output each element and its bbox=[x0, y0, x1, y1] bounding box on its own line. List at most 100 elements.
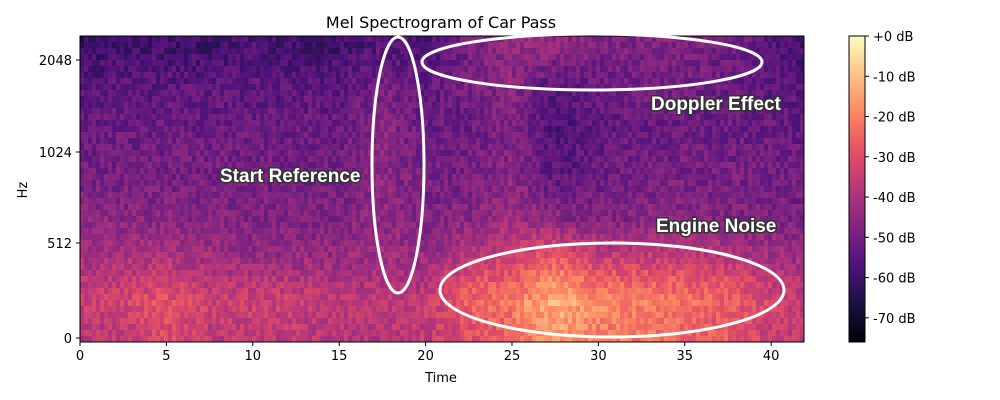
heatmap-cell bbox=[592, 180, 596, 186]
heatmap-cell bbox=[328, 66, 332, 72]
heatmap-cell bbox=[96, 198, 100, 204]
heatmap-cell bbox=[192, 96, 196, 102]
heatmap-cell bbox=[704, 174, 708, 180]
heatmap-cell bbox=[524, 60, 528, 66]
heatmap-cell bbox=[700, 180, 704, 186]
heatmap-cell bbox=[664, 192, 668, 198]
heatmap-cell bbox=[272, 132, 276, 138]
heatmap-cell bbox=[164, 54, 168, 60]
heatmap-cell bbox=[136, 102, 140, 108]
heatmap-cell bbox=[128, 36, 132, 42]
heatmap-cell bbox=[316, 138, 320, 144]
heatmap-cell bbox=[488, 198, 492, 204]
heatmap-cell bbox=[472, 138, 476, 144]
heatmap-cell bbox=[312, 102, 316, 108]
heatmap-cell bbox=[496, 102, 500, 108]
heatmap-cell bbox=[628, 144, 632, 150]
heatmap-cell bbox=[636, 108, 640, 114]
heatmap-cell bbox=[148, 72, 152, 78]
heatmap-cell bbox=[268, 192, 272, 198]
heatmap-cell bbox=[528, 174, 532, 180]
heatmap-cell bbox=[296, 42, 300, 48]
heatmap-cell bbox=[440, 84, 444, 90]
heatmap-cell bbox=[404, 36, 408, 42]
heatmap-cell bbox=[252, 156, 256, 162]
heatmap-cell bbox=[268, 168, 272, 174]
heatmap-cell bbox=[380, 42, 384, 48]
heatmap-cell bbox=[544, 96, 548, 102]
heatmap-cell bbox=[356, 78, 360, 84]
heatmap-cell bbox=[792, 126, 796, 132]
heatmap-cell bbox=[140, 48, 144, 54]
heatmap-cell bbox=[480, 96, 484, 102]
heatmap-cell bbox=[632, 144, 636, 150]
heatmap-cell bbox=[240, 42, 244, 48]
heatmap-cell bbox=[724, 132, 728, 138]
heatmap-cell bbox=[416, 60, 420, 66]
heatmap-cell bbox=[732, 168, 736, 174]
heatmap-cell bbox=[696, 102, 700, 108]
heatmap-cell bbox=[536, 108, 540, 114]
heatmap-cell bbox=[388, 168, 392, 174]
heatmap-cell bbox=[216, 90, 220, 96]
heatmap-cell bbox=[292, 126, 296, 132]
heatmap-cell bbox=[328, 150, 332, 156]
heatmap-cell bbox=[304, 198, 308, 204]
heatmap-cell bbox=[88, 48, 92, 54]
heatmap-cell bbox=[568, 102, 572, 108]
heatmap-cell bbox=[428, 60, 432, 66]
heatmap-cell bbox=[228, 102, 232, 108]
heatmap-cell bbox=[472, 36, 476, 42]
heatmap-cell bbox=[284, 126, 288, 132]
heatmap-cell bbox=[540, 186, 544, 192]
heatmap-cell bbox=[620, 186, 624, 192]
heatmap-cell bbox=[540, 84, 544, 90]
heatmap-cell bbox=[192, 192, 196, 198]
heatmap-cell bbox=[384, 114, 388, 120]
heatmap-cell bbox=[796, 162, 800, 168]
heatmap-cell bbox=[496, 42, 500, 48]
heatmap-cell bbox=[340, 168, 344, 174]
heatmap-cell bbox=[568, 84, 572, 90]
heatmap-cell bbox=[232, 36, 236, 42]
heatmap-cell bbox=[96, 138, 100, 144]
heatmap-cell bbox=[208, 36, 212, 42]
heatmap-cell bbox=[444, 198, 448, 204]
heatmap-cell bbox=[292, 198, 296, 204]
heatmap-cell bbox=[588, 144, 592, 150]
heatmap-cell bbox=[84, 78, 88, 84]
heatmap-cell bbox=[380, 132, 384, 138]
heatmap-cell bbox=[132, 120, 136, 126]
heatmap-cell bbox=[688, 144, 692, 150]
heatmap-cell bbox=[436, 192, 440, 198]
heatmap-cell bbox=[236, 60, 240, 66]
heatmap-cell bbox=[752, 162, 756, 168]
heatmap-cell bbox=[212, 84, 216, 90]
heatmap-cell bbox=[656, 186, 660, 192]
heatmap-cell bbox=[452, 144, 456, 150]
heatmap-cell bbox=[580, 192, 584, 198]
heatmap-cell bbox=[496, 198, 500, 204]
heatmap-cell bbox=[144, 84, 148, 90]
heatmap-cell bbox=[540, 144, 544, 150]
heatmap-cell bbox=[112, 102, 116, 108]
heatmap-cell bbox=[312, 114, 316, 120]
heatmap-cell bbox=[648, 180, 652, 186]
heatmap-cell bbox=[224, 144, 228, 150]
heatmap-cell bbox=[568, 78, 572, 84]
heatmap-cell bbox=[708, 132, 712, 138]
heatmap-cell bbox=[644, 192, 648, 198]
heatmap-cell bbox=[744, 126, 748, 132]
heatmap-cell bbox=[720, 174, 724, 180]
heatmap-cell bbox=[608, 42, 612, 48]
heatmap-cell bbox=[84, 108, 88, 114]
heatmap-cell bbox=[764, 102, 768, 108]
heatmap-cell bbox=[284, 42, 288, 48]
heatmap-cell bbox=[680, 192, 684, 198]
heatmap-cell bbox=[768, 156, 772, 162]
heatmap-cell bbox=[596, 96, 600, 102]
heatmap-cell bbox=[492, 102, 496, 108]
heatmap-cell bbox=[676, 186, 680, 192]
heatmap-cell bbox=[508, 78, 512, 84]
heatmap-cell bbox=[624, 192, 628, 198]
